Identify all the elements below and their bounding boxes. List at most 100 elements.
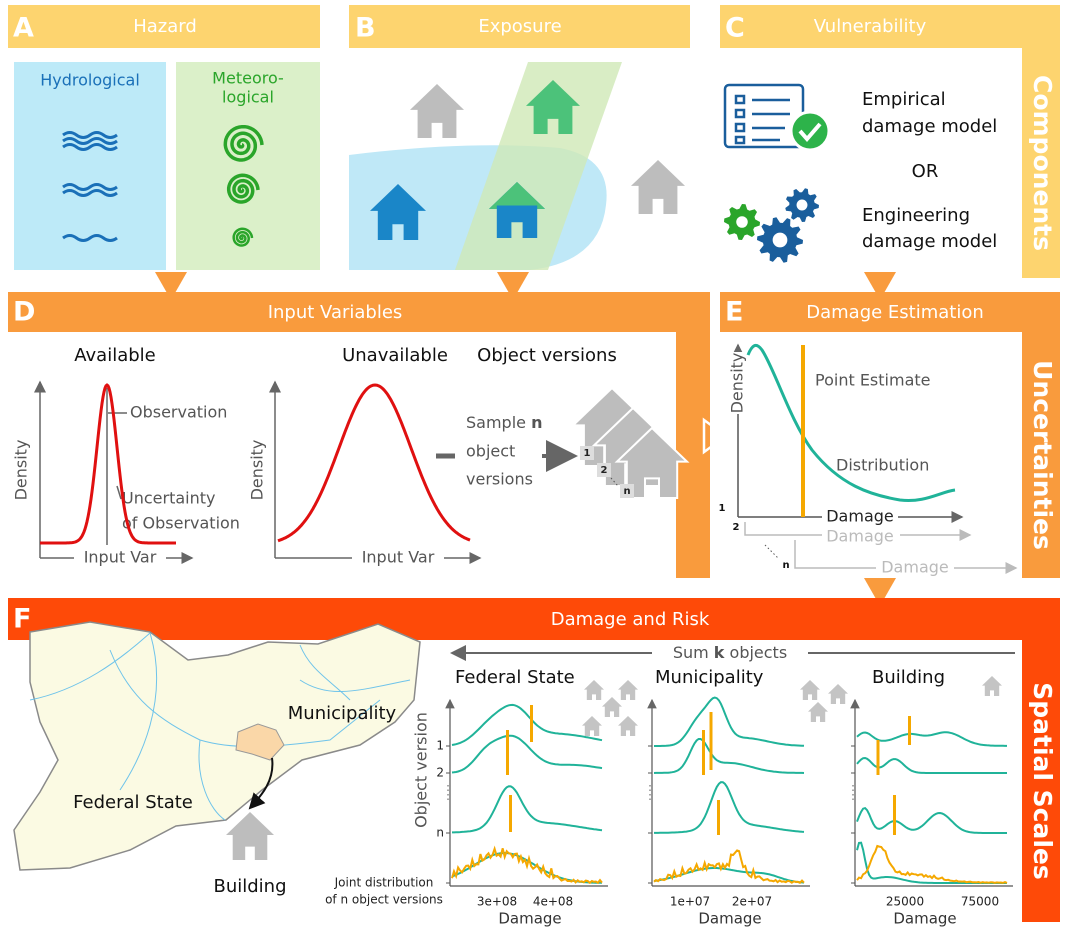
annotation: versions: [466, 470, 533, 489]
joint-estimate: [451, 845, 603, 885]
object-versions: [570, 386, 690, 499]
annotation: Sample n: [466, 413, 542, 432]
house: [800, 680, 820, 700]
joint-estimate: [653, 849, 805, 885]
model-label: damage model: [862, 231, 997, 252]
hydro-box: [14, 62, 166, 270]
version-number: n: [623, 486, 630, 497]
y-tick-label: 2: [436, 766, 444, 780]
axis-label: Density: [248, 440, 267, 501]
map-label: Municipality: [288, 703, 397, 724]
version-number: n: [782, 560, 789, 571]
wave: [62, 189, 118, 197]
annotation: Sum k objects: [673, 643, 787, 662]
house: [226, 812, 274, 860]
model-label: damage model: [862, 116, 997, 137]
check-circle: [789, 110, 831, 152]
wave-icons: [62, 131, 118, 242]
axis-label: Damage: [698, 910, 761, 928]
panel-letter: C: [725, 13, 745, 44]
label: Meteoro-: [212, 69, 284, 88]
annotation: object: [466, 442, 515, 461]
gear-hole: [796, 199, 808, 211]
x-tick-label: 1e+07: [670, 895, 710, 909]
number-box: [597, 463, 611, 477]
axis-label: Input Var: [84, 548, 157, 567]
y-tick-label: 1: [436, 739, 444, 753]
annotation: Uncertainty: [122, 489, 215, 508]
state-map: [13, 621, 421, 871]
house: [370, 184, 426, 240]
gear-icons: [724, 188, 819, 263]
number-box: [580, 446, 594, 460]
side-bar: [1022, 332, 1060, 578]
ridge-curve: [452, 785, 603, 834]
text-part: Sum: [673, 643, 714, 662]
house: [582, 716, 602, 736]
panel-title: Damage and Risk: [551, 609, 710, 630]
scale-title: Building: [872, 667, 945, 688]
axis-label: Damage: [826, 507, 894, 526]
ridge-curve: [653, 738, 805, 774]
panel-title: Input Variables: [268, 302, 403, 323]
flow-arrows: [155, 272, 896, 606]
wave: [62, 143, 118, 151]
house: [631, 160, 685, 214]
density-curve: [40, 383, 176, 545]
annotation: Joint distribution: [334, 876, 434, 890]
spiral: [232, 227, 254, 247]
house: [618, 680, 638, 700]
subtitle: Available: [74, 345, 155, 366]
ridge-curve: [654, 781, 805, 834]
axis-label: Input Var: [362, 548, 435, 567]
scale-title: Municipality: [655, 667, 764, 688]
wave: [62, 234, 118, 242]
gear-hole: [772, 232, 788, 248]
or-label: OR: [912, 161, 939, 182]
y-tick-label: n: [436, 826, 444, 840]
label-bg: [652, 643, 808, 663]
axis-label: Damage: [498, 910, 561, 928]
header-bar: [349, 5, 690, 48]
check-mark: [798, 122, 822, 143]
header-bar: [8, 5, 320, 48]
model-label: Engineering: [862, 205, 970, 226]
gear-hole: [736, 216, 748, 228]
ridge-curve: [856, 756, 1007, 774]
leader-line: [116, 485, 122, 500]
annotation: Distribution: [836, 456, 929, 475]
ridgeline-charts: [445, 696, 1013, 887]
arrow: [248, 757, 274, 810]
spiral-icons: [223, 124, 264, 247]
map-label: Federal State: [73, 792, 193, 813]
annotation: Point Estimate: [815, 371, 930, 390]
x-tick-label: 4e+08: [533, 895, 573, 909]
spiral: [226, 173, 260, 204]
ellipsis: [610, 477, 619, 487]
house: [410, 84, 464, 138]
house: [808, 702, 828, 722]
ridge-curve: [451, 734, 603, 774]
side-label: Components: [1028, 75, 1057, 251]
density-curves: [40, 383, 471, 545]
x-tick-label: 2e+07: [732, 895, 772, 909]
house: [982, 676, 1002, 696]
subtitle: Object versions: [477, 345, 617, 366]
axis-label: Damage: [893, 910, 956, 928]
flow-arrow: [702, 417, 729, 455]
panel-title: Vulnerability: [814, 16, 927, 37]
axis-label: Density: [728, 353, 747, 414]
x-tick-label: 25000: [886, 895, 924, 909]
panel-letter: B: [355, 13, 376, 44]
side-bar: [1022, 640, 1060, 922]
version-number: 2: [601, 465, 608, 476]
axis-label: Damage: [826, 527, 894, 546]
house-icons: [226, 80, 1002, 860]
house: [618, 716, 638, 736]
map-label: Building: [213, 876, 286, 897]
x-axis: [744, 522, 970, 535]
axis-label: Object version: [412, 712, 431, 828]
header-bar: [720, 292, 1060, 332]
house: [584, 680, 604, 700]
